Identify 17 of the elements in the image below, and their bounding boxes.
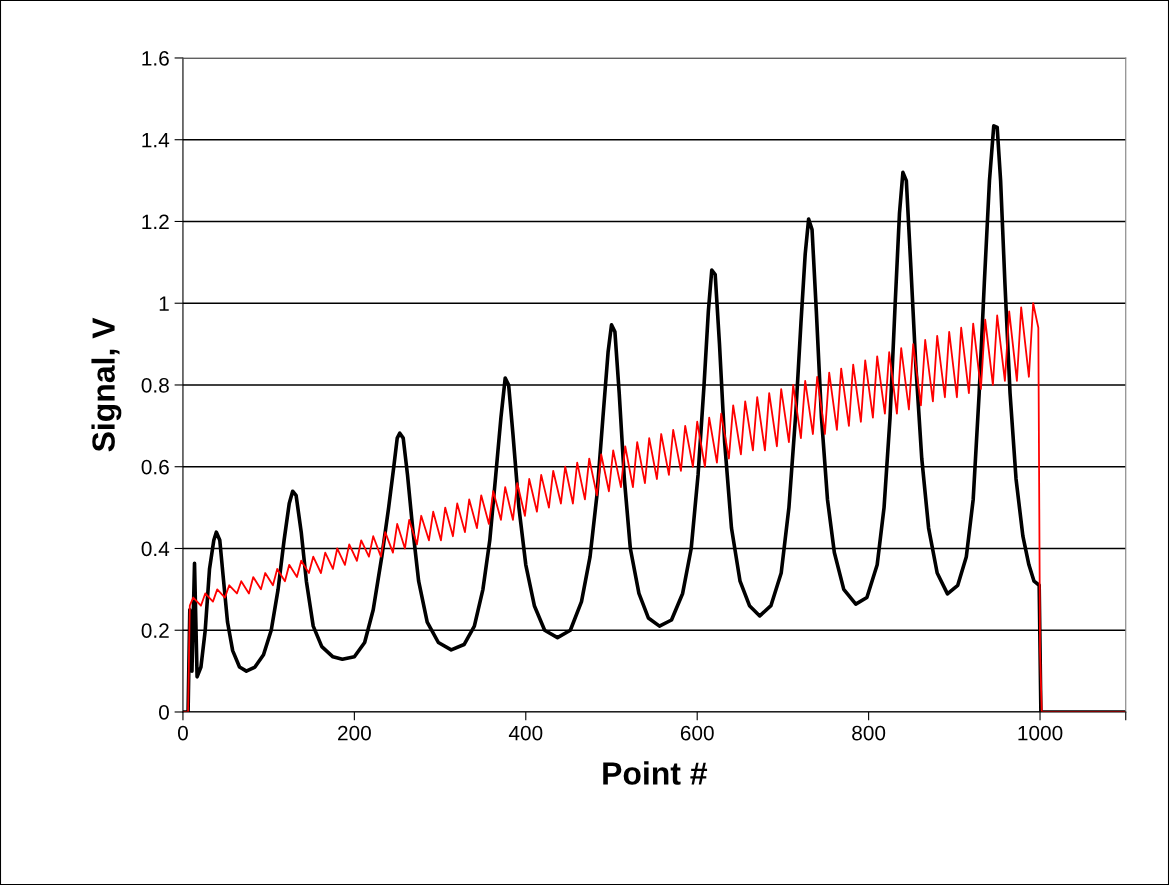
x-tick-label: 800 [852,725,886,741]
y-tick-label: 1.2 [142,214,169,230]
y-tick-label: 0.4 [141,541,170,557]
x-tick-label: 600 [680,725,714,741]
y-tick-label: 1.4 [142,132,170,148]
x-tick-label: 0 [177,725,188,741]
y-tick-label: 0.2 [141,623,169,638]
x-tick-label: 200 [338,725,371,741]
y-tick-label: 0.6 [141,459,169,475]
y-axis-title: Signal, V [91,317,122,452]
y-tick-label: 1.6 [142,50,169,66]
y-tick-label: 1 [159,296,169,311]
x-axis-title: Point # [603,761,708,785]
x-tick-label: 1000 [1018,725,1063,741]
x-tick-label: 400 [508,725,543,741]
y-tick-label: 0 [158,704,169,720]
y-tick-label: 0.8 [141,377,169,393]
